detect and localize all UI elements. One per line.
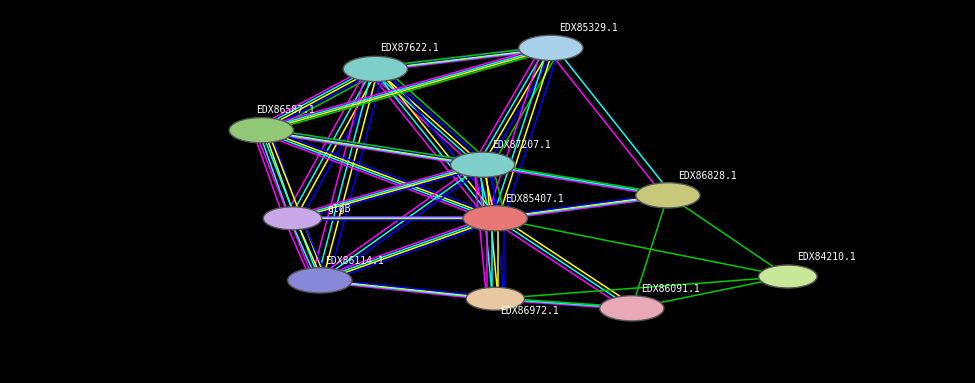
Text: EDX86828.1: EDX86828.1 <box>678 171 736 181</box>
Circle shape <box>288 268 352 293</box>
Circle shape <box>450 152 515 177</box>
Circle shape <box>463 206 527 231</box>
Circle shape <box>759 265 817 288</box>
Circle shape <box>343 56 408 82</box>
Circle shape <box>519 35 583 61</box>
Circle shape <box>466 287 525 310</box>
Circle shape <box>229 118 293 143</box>
Circle shape <box>263 207 322 230</box>
Text: EDX84210.1: EDX84210.1 <box>798 252 856 262</box>
Text: EDX86114.1: EDX86114.1 <box>325 256 383 266</box>
Text: EDX87622.1: EDX87622.1 <box>380 43 439 53</box>
Text: EDX85329.1: EDX85329.1 <box>559 23 617 33</box>
Text: EDX87207.1: EDX87207.1 <box>492 140 551 150</box>
Text: EDX85407.1: EDX85407.1 <box>505 194 564 204</box>
Text: EDX86091.1: EDX86091.1 <box>642 284 700 294</box>
Text: glgB: glgB <box>328 205 351 214</box>
Circle shape <box>636 183 700 208</box>
Circle shape <box>600 296 664 321</box>
Text: EDX86972.1: EDX86972.1 <box>500 306 559 316</box>
Text: EDX86587.1: EDX86587.1 <box>256 105 315 115</box>
